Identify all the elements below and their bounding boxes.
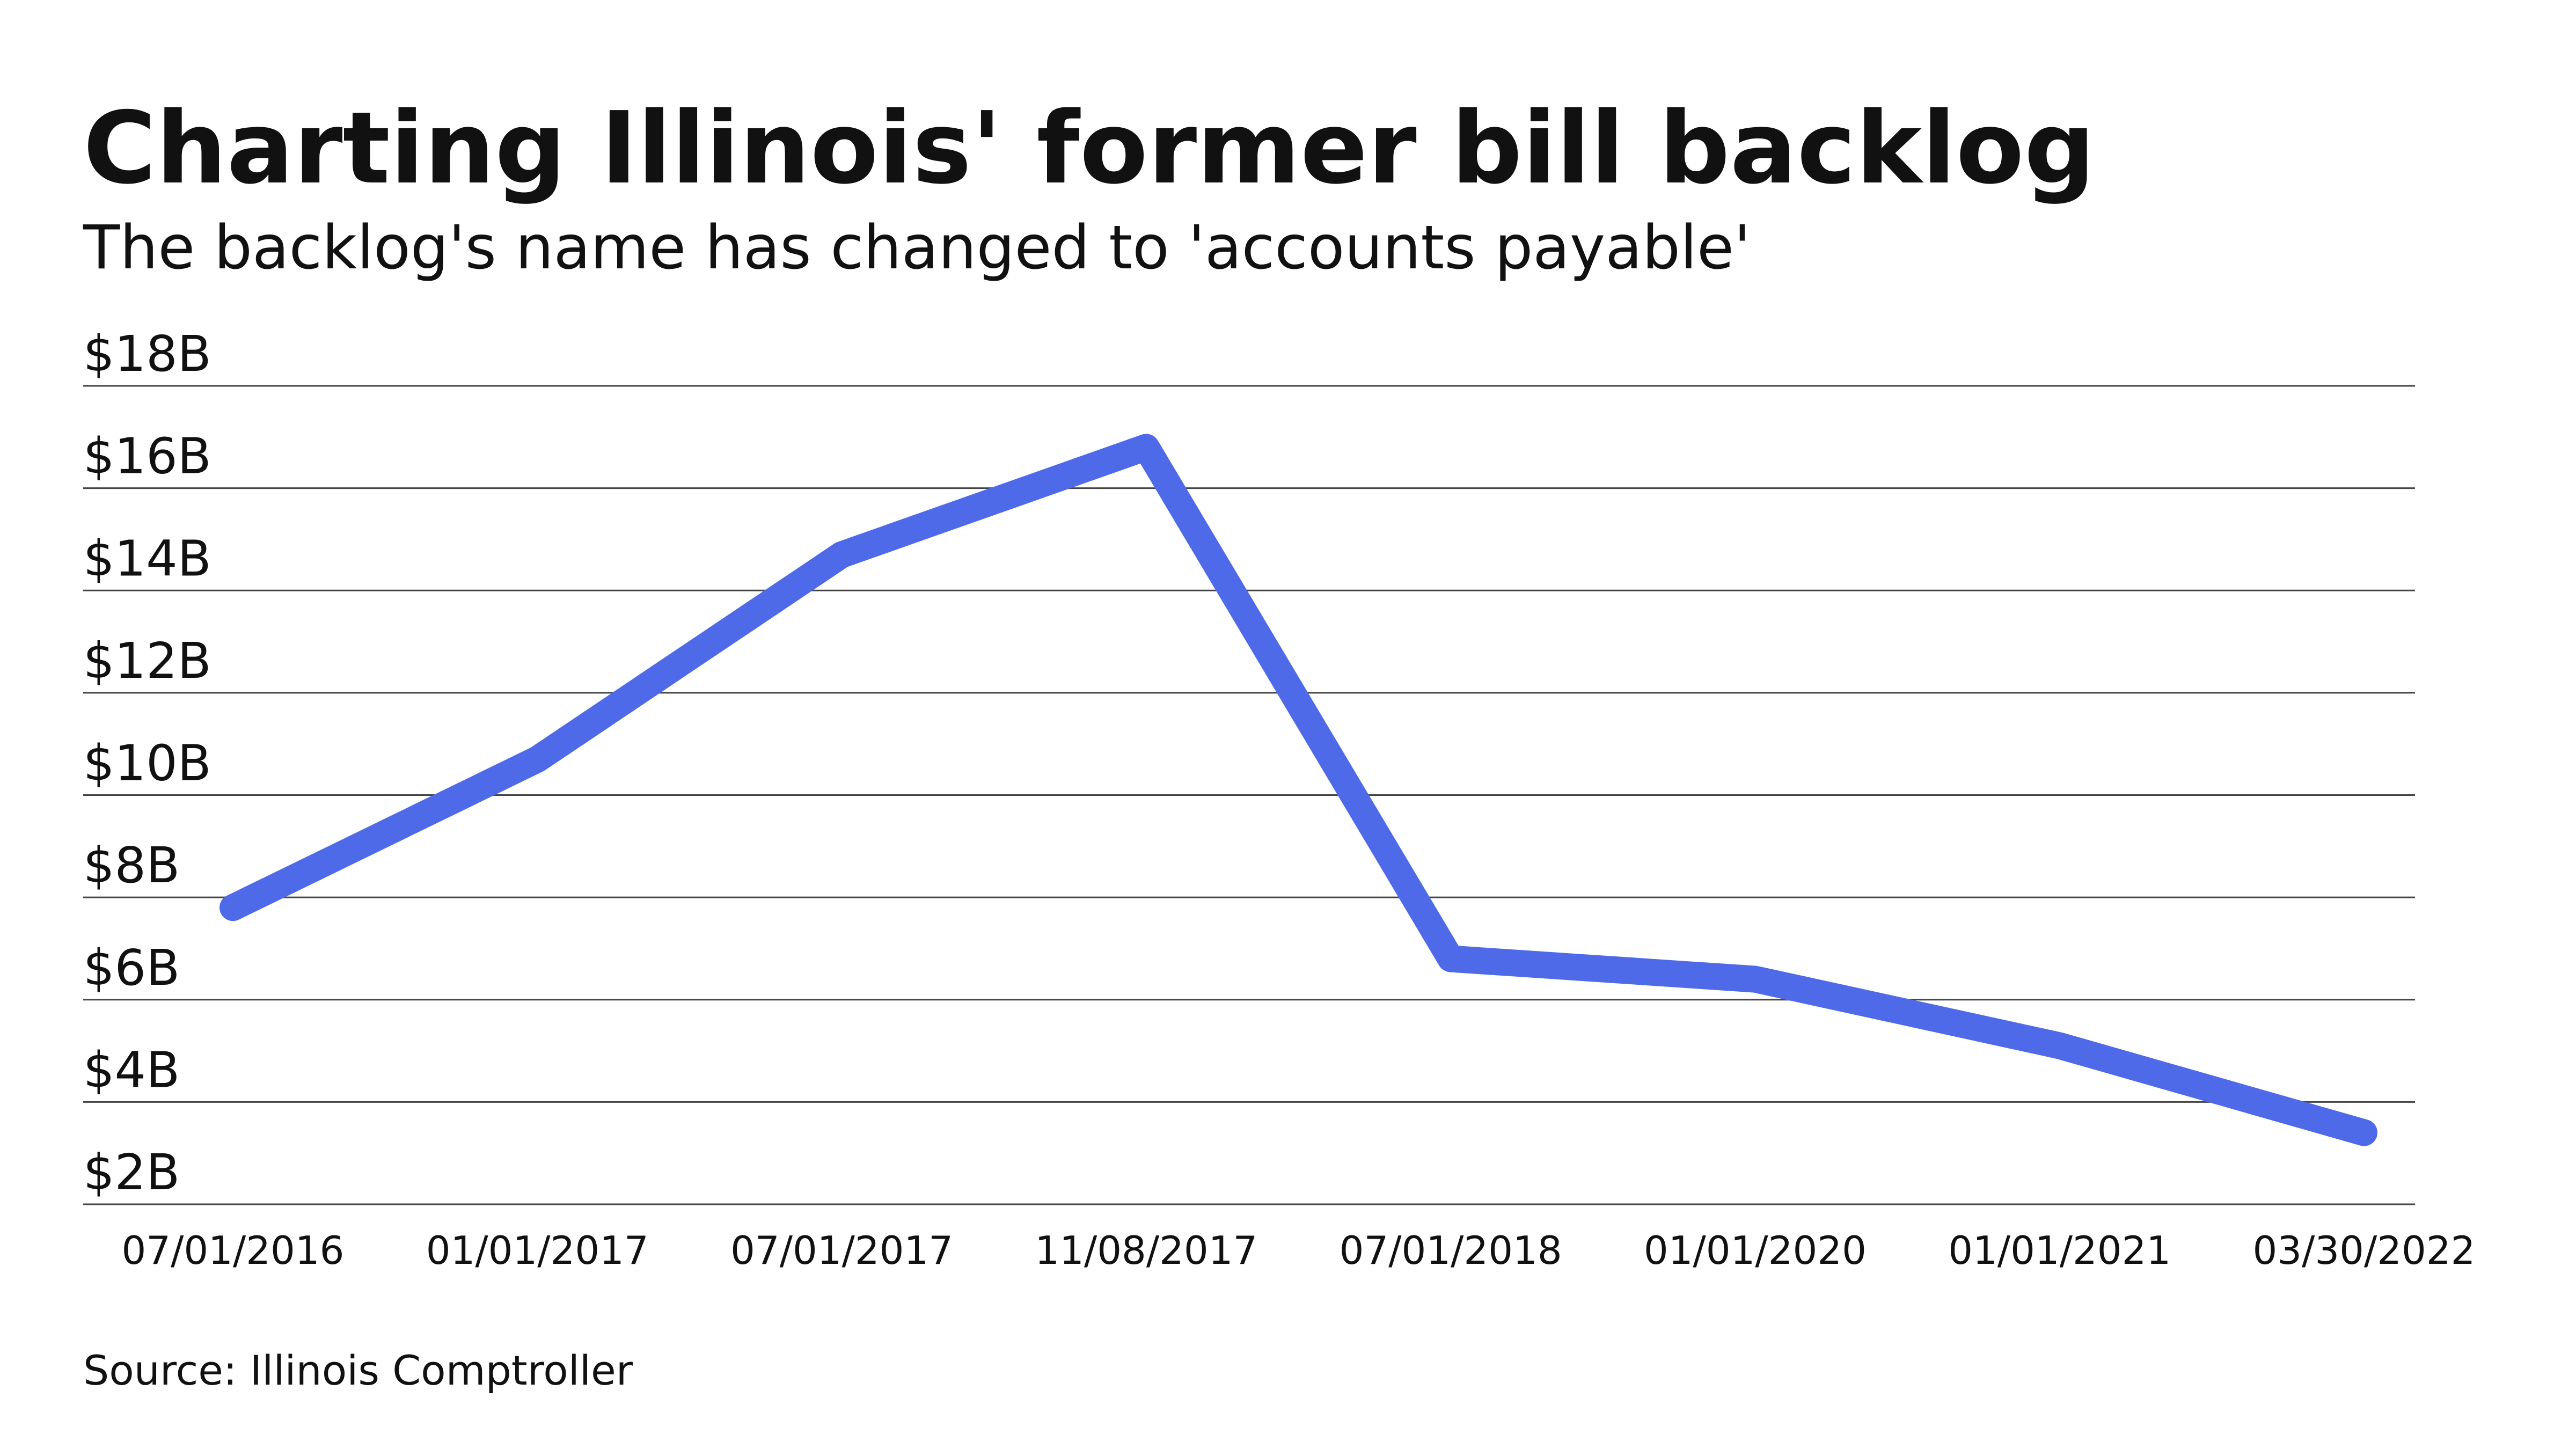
x-tick-label: 07/01/2018 bbox=[1340, 1228, 1562, 1273]
y-tick-label: $12B bbox=[83, 632, 211, 690]
y-tick-label: $16B bbox=[83, 428, 211, 485]
y-tick-label: $2B bbox=[83, 1144, 180, 1201]
y-tick-label: $10B bbox=[83, 735, 211, 792]
x-tick-label: 01/01/2020 bbox=[1644, 1228, 1867, 1273]
x-tick-label: 07/01/2016 bbox=[122, 1228, 345, 1273]
y-tick-label: $4B bbox=[83, 1041, 180, 1099]
y-tick-label: $18B bbox=[83, 325, 211, 383]
chart-subtitle: The backlog's name has changed to 'accou… bbox=[83, 213, 1751, 283]
y-tick-label: $14B bbox=[83, 530, 211, 587]
y-tick-label: $6B bbox=[83, 939, 180, 997]
x-tick-label: 11/08/2017 bbox=[1035, 1228, 1257, 1273]
source-note: Source: Illinois Comptroller bbox=[83, 1346, 633, 1394]
x-tick-label: 01/01/2017 bbox=[426, 1228, 649, 1273]
chart-title: Charting Illinois' former bill backlog bbox=[83, 90, 2095, 206]
data-line bbox=[219, 434, 2377, 1146]
x-tick-label: 01/01/2021 bbox=[1948, 1228, 2171, 1273]
y-tick-label: $8B bbox=[83, 837, 180, 894]
x-tick-label: 03/30/2022 bbox=[2253, 1228, 2476, 1273]
x-tick-label: 07/01/2017 bbox=[730, 1228, 953, 1273]
